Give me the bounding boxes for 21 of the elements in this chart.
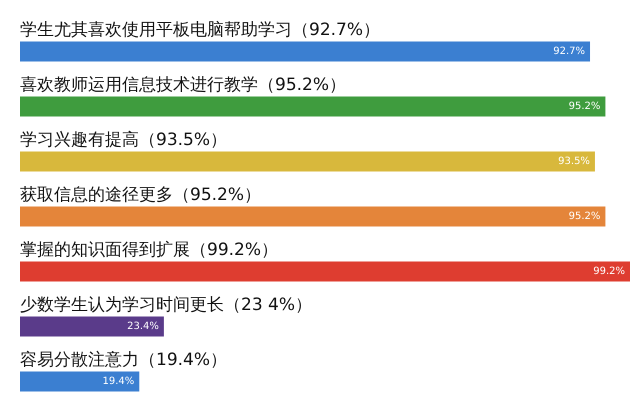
data-label: 23.4% bbox=[127, 321, 159, 332]
bar bbox=[20, 372, 140, 392]
data-label: 93.5% bbox=[558, 156, 590, 167]
y-tick-label: 学生尤其喜欢使用平板电脑帮助学习（92.7%） bbox=[20, 20, 380, 40]
data-label: 95.2% bbox=[568, 211, 600, 222]
data-label: 99.2% bbox=[593, 266, 625, 277]
bar bbox=[20, 206, 606, 226]
y-tick-label: 获取信息的途径更多（95.2%） bbox=[20, 185, 262, 205]
y-tick-label: 学习兴趣有提高（93.5%） bbox=[20, 130, 228, 150]
y-tick-label: 喜欢教师运用信息技术进行教学（95.2%） bbox=[20, 75, 346, 95]
data-label: 95.2% bbox=[568, 101, 600, 112]
data-label: 92.7% bbox=[553, 46, 586, 57]
bar bbox=[20, 316, 164, 336]
bar bbox=[20, 96, 606, 116]
y-tick-label: 容易分散注意力（19.4%） bbox=[20, 350, 228, 370]
bar bbox=[20, 42, 590, 62]
bar bbox=[20, 152, 595, 172]
data-label: 19.4% bbox=[102, 376, 134, 387]
bar bbox=[20, 262, 630, 282]
y-tick-label: 少数学生认为学习时间更长（23 4%） bbox=[20, 295, 312, 315]
y-tick-label: 掌握的知识面得到扩展（99.2%） bbox=[20, 240, 278, 260]
